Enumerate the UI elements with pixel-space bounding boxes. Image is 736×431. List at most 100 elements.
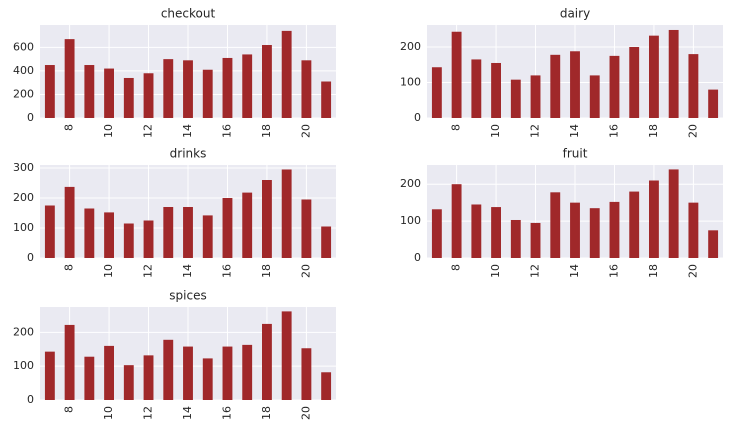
bar: [242, 192, 253, 258]
bar: [262, 180, 272, 258]
bar: [668, 169, 679, 258]
x-tick-label: 14: [181, 406, 194, 420]
bar: [183, 346, 193, 400]
y-tick-label: 200: [400, 177, 421, 190]
bar: [629, 47, 640, 119]
bar: [589, 208, 600, 258]
bar: [550, 54, 561, 118]
x-tick-label: 16: [607, 124, 620, 138]
bar: [431, 67, 442, 118]
bar: [163, 207, 174, 258]
x-tick-label: 18: [260, 406, 273, 420]
bar: [321, 81, 332, 118]
x-tick-label: 12: [142, 264, 155, 278]
bar: [629, 191, 640, 258]
bar: [84, 356, 95, 400]
subplot-title: drinks: [170, 147, 207, 161]
bar: [44, 351, 55, 400]
bar: [183, 60, 193, 118]
x-tick-label: 8: [450, 264, 463, 271]
bar: [242, 344, 253, 400]
bar: [44, 205, 55, 258]
bar: [451, 184, 462, 258]
bar: [491, 62, 501, 118]
bar: [104, 212, 114, 258]
y-tick-label: 0: [414, 111, 421, 124]
bar: [491, 207, 501, 258]
bar: [104, 68, 114, 118]
bar: [688, 202, 699, 258]
x-tick-label: 18: [260, 124, 273, 138]
bar: [668, 29, 679, 118]
bar: [301, 199, 312, 258]
bar: [570, 202, 580, 258]
x-tick-label: 12: [529, 124, 542, 138]
x-tick-label: 12: [529, 264, 542, 278]
y-tick-label: 200: [13, 191, 34, 204]
bar: [321, 226, 332, 258]
x-tick-label: 14: [181, 124, 194, 138]
y-tick-label: 300: [13, 161, 34, 174]
bar: [64, 39, 75, 118]
x-tick-label: 8: [63, 264, 76, 271]
bar: [649, 35, 659, 119]
y-tick-label: 0: [27, 393, 34, 406]
bar: [570, 51, 580, 118]
subplot-title: fruit: [563, 147, 588, 161]
x-tick-label: 10: [489, 124, 502, 138]
x-tick-label: 18: [647, 124, 660, 138]
bar: [708, 230, 719, 258]
x-tick-label: 12: [142, 406, 155, 420]
x-tick-label: 20: [686, 124, 699, 138]
x-tick-label: 16: [220, 124, 233, 138]
bar: [222, 57, 233, 118]
x-tick-label: 20: [686, 264, 699, 278]
x-tick-label: 16: [220, 406, 233, 420]
bar: [143, 355, 154, 400]
x-tick-label: 20: [299, 124, 312, 138]
x-tick-label: 14: [568, 124, 581, 138]
y-tick-label: 100: [13, 359, 34, 372]
y-tick-label: 100: [400, 214, 421, 227]
bar: [281, 311, 292, 400]
bar: [510, 79, 521, 118]
bar: [222, 346, 233, 400]
bar: [44, 65, 55, 118]
bar: [609, 201, 620, 258]
x-tick-label: 8: [63, 124, 76, 131]
y-tick-label: 0: [27, 251, 34, 264]
x-tick-label: 16: [220, 264, 233, 278]
bar: [550, 192, 561, 258]
subplot-title: checkout: [161, 7, 216, 21]
bar: [143, 220, 154, 258]
x-tick-label: 20: [299, 406, 312, 420]
x-tick-label: 10: [102, 406, 115, 420]
bar: [222, 198, 233, 258]
bar: [202, 215, 213, 258]
y-tick-label: 0: [414, 251, 421, 264]
subplot-title: spices: [169, 289, 206, 303]
bar: [262, 323, 272, 400]
y-tick-label: 200: [13, 87, 34, 100]
x-tick-label: 8: [450, 124, 463, 131]
bar: [104, 345, 114, 400]
bar: [321, 372, 332, 400]
bar: [281, 169, 292, 258]
y-tick-label: 100: [400, 76, 421, 89]
bar: [123, 223, 134, 258]
bar: [84, 65, 95, 118]
bar: [708, 89, 719, 118]
y-tick-label: 600: [13, 40, 34, 53]
x-tick-label: 18: [647, 264, 660, 278]
x-tick-label: 10: [102, 124, 115, 138]
x-tick-label: 20: [299, 264, 312, 278]
bar: [163, 339, 174, 400]
y-tick-label: 200: [400, 40, 421, 53]
bar: [183, 207, 193, 258]
bar: [510, 219, 521, 258]
x-tick-label: 12: [142, 124, 155, 138]
subplot-title: dairy: [560, 7, 590, 21]
bar: [64, 324, 75, 400]
y-tick-label: 200: [13, 325, 34, 338]
